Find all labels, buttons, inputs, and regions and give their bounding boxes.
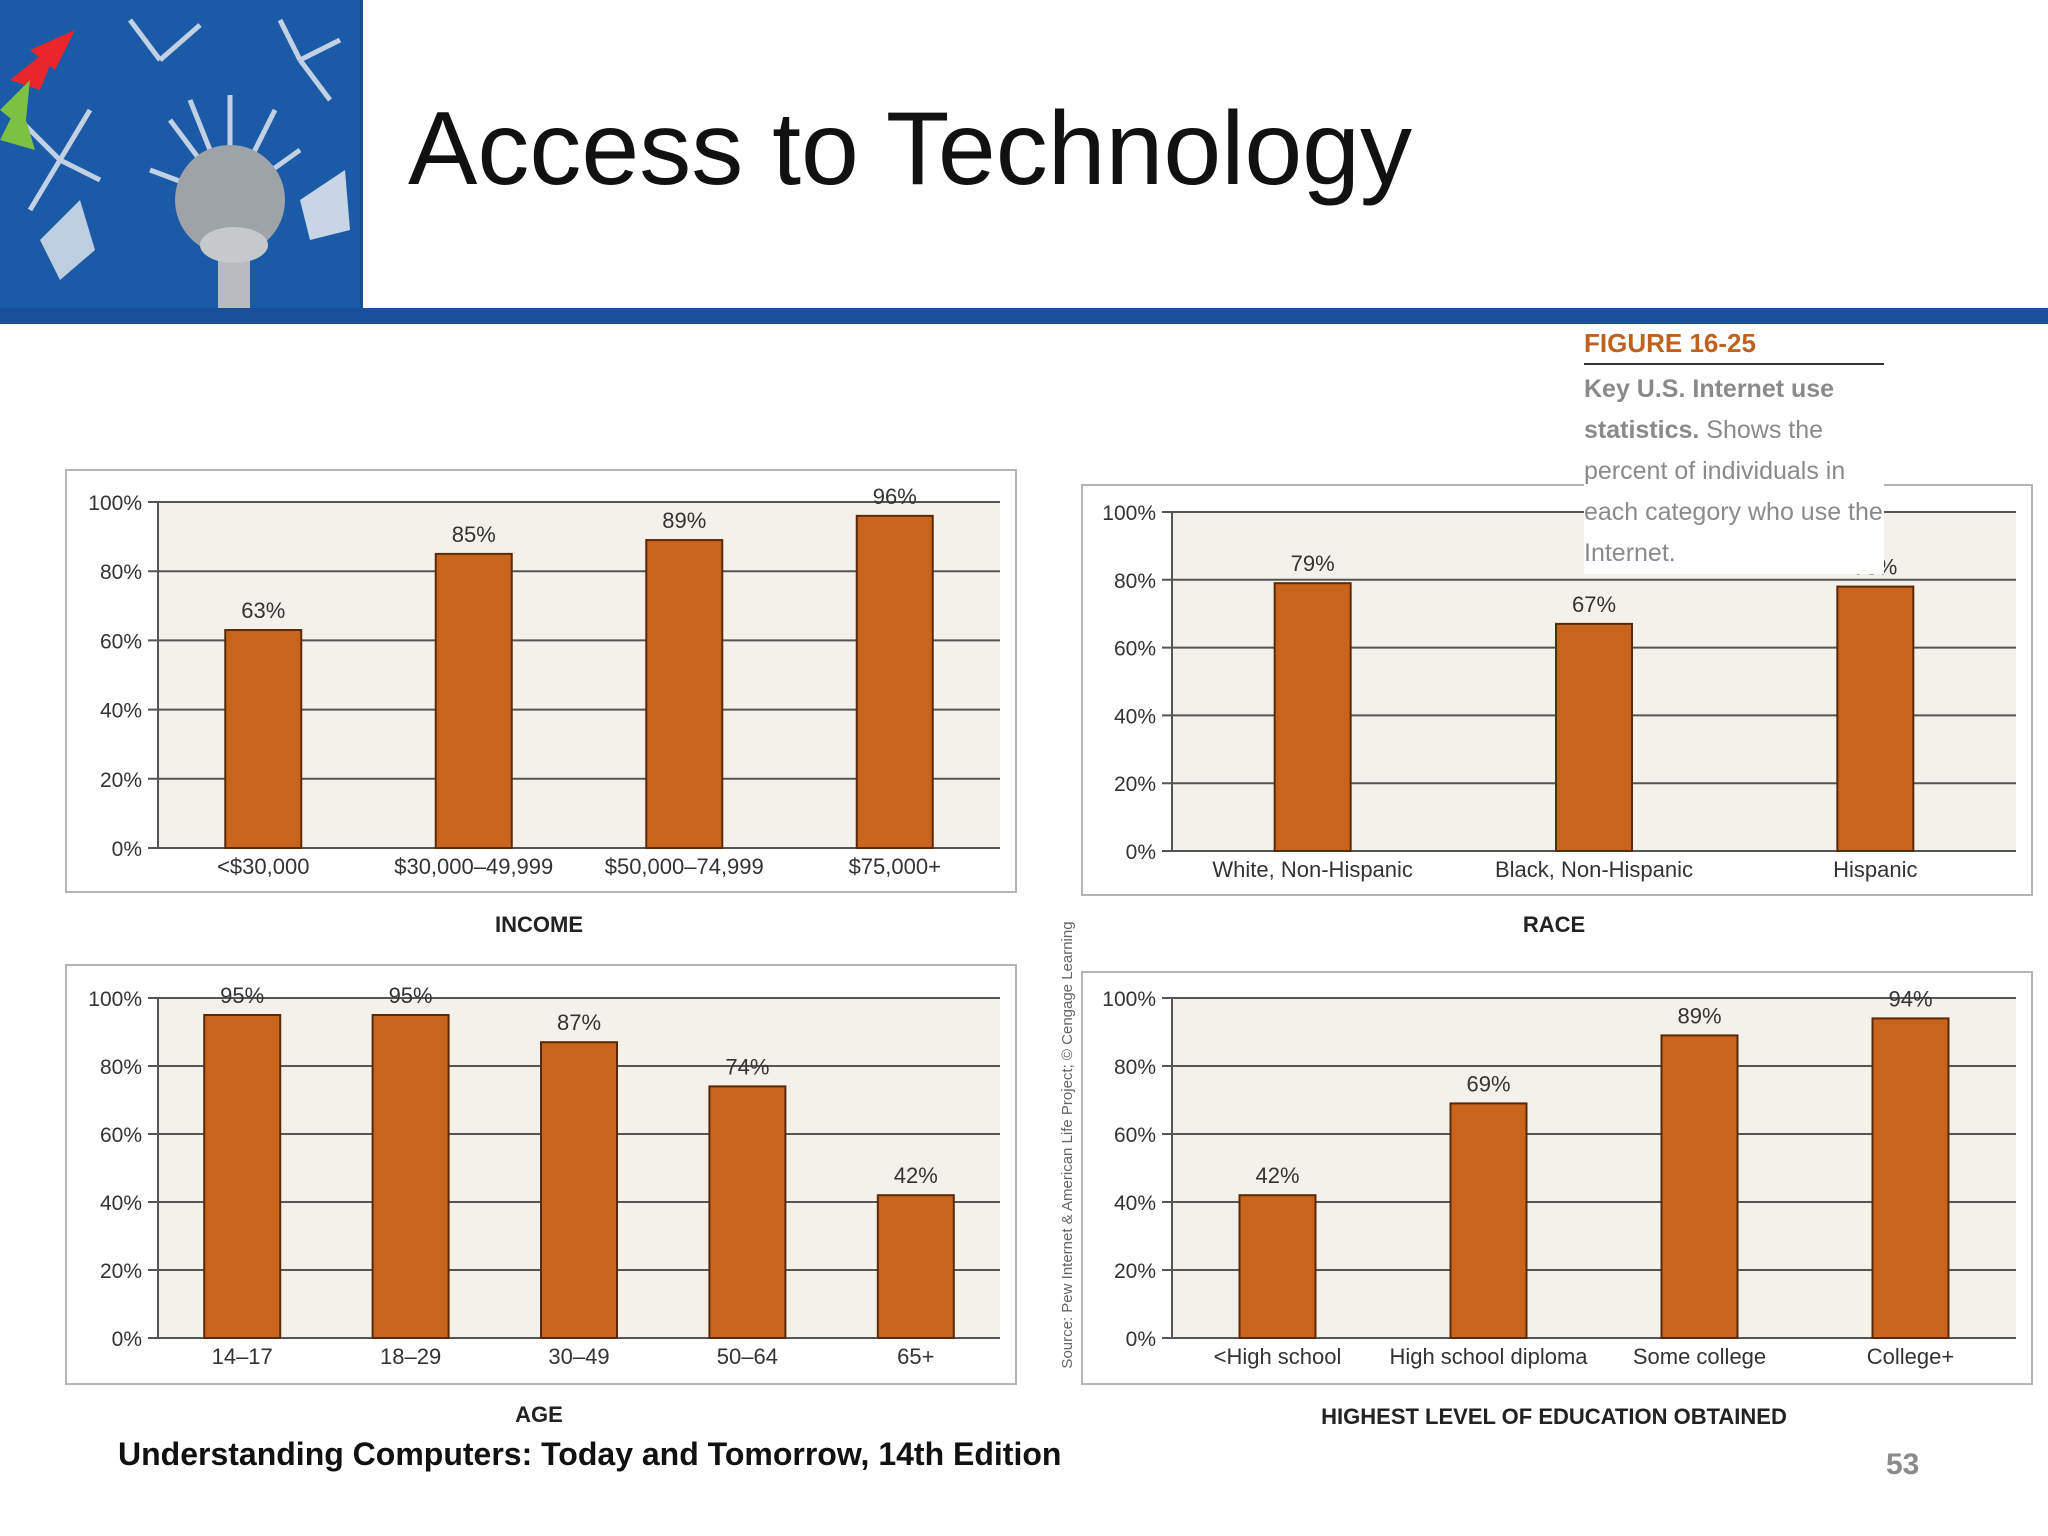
- bar: [876, 1194, 955, 1339]
- bar: [1836, 585, 1915, 853]
- y-tick-label: 80%: [100, 1056, 142, 1079]
- x-tick-label: $50,000–74,999: [605, 854, 764, 879]
- data-label: 67%: [1572, 592, 1616, 617]
- chart-panel-0: 0% 20% 40% 60% 80% 100% 63% <$30,000 85% $30,000–…: [65, 469, 1017, 937]
- data-label: 95%: [220, 983, 264, 1008]
- footer-text: Understanding Computers: Today and Tomor…: [118, 1436, 1062, 1472]
- x-tick-label: College+: [1867, 1344, 1954, 1369]
- x-tick-label: <High school: [1214, 1344, 1342, 1369]
- y-tick-label: 20%: [1114, 773, 1156, 796]
- bar: [1660, 1034, 1739, 1340]
- y-tick-label: 60%: [100, 1124, 142, 1147]
- data-label: 94%: [1888, 986, 1932, 1011]
- chart-panel-3: 0% 20% 40% 60% 80% 100% 42% <High school 69% High…: [1081, 971, 2033, 1429]
- x-axis-title: RACE: [1523, 912, 1585, 937]
- bar: [1273, 582, 1352, 852]
- bar: [434, 552, 513, 850]
- bar: [1449, 1102, 1528, 1340]
- caption-text: Shows the percent of individuals in each…: [1584, 416, 1883, 567]
- x-tick-label: $30,000–49,999: [394, 854, 553, 879]
- source-note: Source: Pew Internet & American Life Pro…: [1059, 921, 1076, 1368]
- y-tick-label: 60%: [1114, 638, 1156, 661]
- x-tick-label: White, Non-Hispanic: [1212, 857, 1413, 882]
- y-tick-label: 100%: [1102, 988, 1156, 1011]
- bar: [224, 629, 303, 850]
- y-tick-label: 20%: [100, 769, 142, 792]
- bar: [1238, 1194, 1317, 1339]
- x-tick-label: <$30,000: [217, 854, 309, 879]
- y-tick-label: 40%: [1114, 705, 1156, 728]
- x-tick-label: 14–17: [212, 1344, 273, 1369]
- y-tick-label: 0%: [1126, 1328, 1156, 1351]
- page-number: 53: [1886, 1448, 1920, 1481]
- y-tick-label: 0%: [112, 838, 142, 861]
- y-tick-label: 100%: [88, 988, 142, 1011]
- data-label: 79%: [1291, 551, 1335, 576]
- y-tick-label: 40%: [100, 1192, 142, 1215]
- x-tick-label: High school diploma: [1389, 1344, 1588, 1369]
- data-label: 89%: [1677, 1003, 1721, 1028]
- caption-body: Key U.S. Internet use statistics. Shows …: [1584, 369, 1884, 574]
- y-tick-label: 60%: [100, 630, 142, 653]
- x-axis-title: INCOME: [495, 912, 583, 937]
- data-label: 87%: [557, 1010, 601, 1035]
- y-tick-label: 80%: [1114, 570, 1156, 593]
- x-tick-label: 65+: [897, 1344, 934, 1369]
- x-tick-label: 18–29: [380, 1344, 441, 1369]
- y-tick-label: 100%: [88, 492, 142, 515]
- bar: [708, 1085, 787, 1340]
- caption-bold: Key U.S. Internet use statistics.: [1584, 375, 1835, 444]
- x-tick-label: Some college: [1633, 1344, 1766, 1369]
- y-tick-label: 100%: [1102, 502, 1156, 525]
- x-axis-title: AGE: [515, 1402, 563, 1427]
- chart-panel-2: 0% 20% 40% 60% 80% 100% 95% 14–17 95% 18–29 87% 30–…: [65, 964, 1017, 1427]
- bar: [203, 1014, 282, 1339]
- x-tick-label: $75,000+: [849, 854, 941, 879]
- bar: [855, 514, 934, 850]
- bar: [1871, 1017, 1950, 1340]
- y-tick-label: 20%: [100, 1260, 142, 1283]
- data-label: 69%: [1466, 1071, 1510, 1096]
- y-tick-label: 40%: [100, 700, 142, 723]
- data-label: 85%: [452, 522, 496, 547]
- y-tick-label: 80%: [100, 561, 142, 584]
- y-tick-label: 20%: [1114, 1260, 1156, 1283]
- header-divider: [360, 0, 363, 308]
- data-label: 95%: [389, 983, 433, 1008]
- y-tick-label: 80%: [1114, 1056, 1156, 1079]
- bar: [645, 539, 724, 849]
- data-label: 63%: [241, 598, 285, 623]
- data-label: 42%: [1255, 1163, 1299, 1188]
- bar: [540, 1041, 618, 1339]
- x-tick-label: Hispanic: [1833, 857, 1917, 882]
- figure-label: FIGURE 16-25: [1584, 328, 1884, 365]
- data-label: 74%: [725, 1054, 769, 1079]
- y-tick-label: 40%: [1114, 1192, 1156, 1215]
- y-tick-label: 0%: [112, 1328, 142, 1351]
- figure-caption: FIGURE 16-25 Key U.S. Internet use stati…: [1584, 328, 1884, 574]
- chart-panel-1: 0% 20% 40% 60% 80% 100% 79% White, Non-Hispanic…: [1081, 484, 2033, 937]
- x-tick-label: 50–64: [717, 1344, 778, 1369]
- x-tick-label: 30–49: [548, 1344, 609, 1369]
- x-tick-label: Black, Non-Hispanic: [1495, 857, 1693, 882]
- data-label: 89%: [662, 508, 706, 533]
- x-axis-title: HIGHEST LEVEL OF EDUCATION OBTAINED: [1321, 1404, 1787, 1429]
- slide-title: Access to Technology: [408, 91, 1412, 207]
- data-label: 96%: [873, 484, 917, 509]
- y-tick-label: 60%: [1114, 1124, 1156, 1147]
- y-tick-label: 0%: [1126, 841, 1156, 864]
- dandelion-logo-icon: [0, 0, 360, 308]
- bar: [1555, 622, 1633, 852]
- header-rule: [0, 308, 2048, 324]
- bar: [371, 1014, 450, 1339]
- data-label: 42%: [894, 1163, 938, 1188]
- logo: [0, 0, 360, 308]
